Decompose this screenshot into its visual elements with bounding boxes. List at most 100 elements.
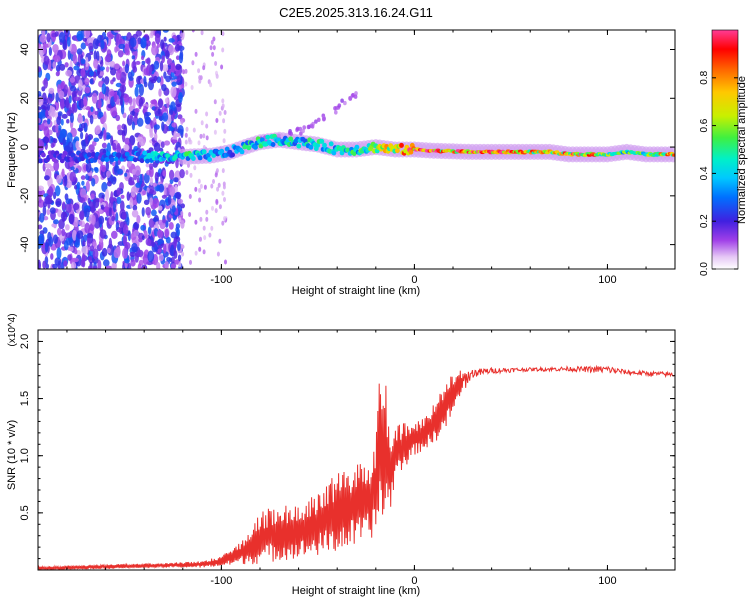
spectrogram-noise-blob <box>163 71 167 79</box>
spectrogram-haze-blob <box>211 51 215 57</box>
spectrogram-noise-blob <box>168 38 175 43</box>
spectrogram-noise-blob <box>175 157 179 169</box>
spectrogram-ridge-point <box>331 150 337 156</box>
spectrogram-noise-blob <box>135 83 142 88</box>
spectrogram-haze-blob <box>223 216 226 222</box>
spectrogram-branch-blob <box>353 94 358 99</box>
spectrogram-ridge-point <box>319 138 325 144</box>
spectrogram-noise-blob <box>105 66 110 73</box>
spectrogram-noise-blob <box>128 76 134 81</box>
spectrogram-noise-blob <box>143 76 147 85</box>
spectrogram-noise-blob <box>136 117 144 127</box>
spectrogram-haze-blob <box>220 64 224 70</box>
spectrogram-noise-blob <box>80 122 86 129</box>
spectrogram-noise-blob <box>124 43 130 56</box>
spectrogram-noise-blob <box>111 230 118 239</box>
spectrogram-haze-blob <box>211 205 214 211</box>
snr-y-multiplier: (x10^4) <box>7 313 18 346</box>
spectrogram-noise-blob <box>78 79 83 91</box>
colorbar-gradient <box>712 30 738 269</box>
spectrogram-noise-blob <box>157 248 162 253</box>
spectrogram-noise-blob <box>38 233 44 246</box>
spectrogram-haze-blob <box>194 250 198 256</box>
spectrogram-noise-blob <box>65 236 73 246</box>
spectrogram-noise-blob <box>52 44 59 53</box>
spectrogram-frame <box>37 29 676 270</box>
spectrogram-noise-blob <box>98 215 105 225</box>
spectrogram-noise-blob <box>153 124 160 130</box>
spectrogram-noise-blob <box>133 221 140 230</box>
spectrogram-noise-blob <box>132 97 136 110</box>
spectrogram-haze-blob <box>203 184 207 190</box>
spectrogram-haze-blob <box>224 259 227 265</box>
spectrogram-noise-blob <box>51 223 57 228</box>
spectrogram-noise-blob <box>136 192 142 204</box>
spectrogram-haze-blob <box>178 262 182 268</box>
spectrogram-noise-blob <box>118 43 126 50</box>
spectrogram-noise-blob <box>123 144 130 152</box>
spectrogram-noise-blob <box>99 71 105 77</box>
snr-panel: -100 0 100 0.5 1.0 1.5 2.0 Height of straight… <box>6 313 676 597</box>
spectrogram-noise-blob <box>38 195 42 204</box>
spectrogram-noise-blob <box>89 245 95 252</box>
spectrogram-noise-blob <box>139 173 143 185</box>
spectrogram-noise-blob <box>156 43 161 48</box>
spectrogram-noise-blob <box>169 178 174 185</box>
spectrogram-noise-blob <box>38 224 43 230</box>
spectrogram-haze-blob <box>215 168 219 174</box>
spectrogram-haze-blob <box>184 132 188 138</box>
snr-y-axis-label: SNR (10 * v/v) <box>6 420 18 490</box>
spectrogram-noise-blob <box>119 221 125 229</box>
y-tick-label: 1.0 <box>19 448 31 463</box>
snr-x-axis-label: Height of straight line (km) <box>292 585 420 597</box>
spectrogram-noise-blob <box>65 69 73 77</box>
spectrogram-ridge-point <box>308 144 314 150</box>
spectrogram-haze-blob <box>221 168 225 174</box>
spectrogram-ridge-point <box>395 148 400 154</box>
spectrogram-haze-blob <box>222 184 226 190</box>
spectrogram-noise-blob <box>71 103 76 112</box>
spectrogram-noise-blob <box>66 132 73 144</box>
spectrogram-noise-blob <box>156 76 162 83</box>
spectrogram-noise-blob <box>44 175 50 181</box>
spectrogram-noise-blob <box>89 78 94 85</box>
y-tick-label: 0 <box>19 144 31 150</box>
spectrogram-noise-blob <box>149 197 154 206</box>
spectrogram-noise-blob <box>171 139 178 144</box>
spectrogram-haze-blob <box>221 220 225 226</box>
spectrogram-noise-blob <box>133 229 140 237</box>
spectrogram-noise-blob <box>92 248 99 260</box>
spectrogram-haze-blob <box>214 208 218 214</box>
spectrogram-haze-blob <box>187 137 191 143</box>
spectrogram-haze-blob <box>221 190 225 196</box>
spectrogram-noise-blob <box>109 90 115 97</box>
spectrogram-noise-blob <box>64 30 69 36</box>
spectrogram-noise-blob <box>38 66 42 73</box>
spectrogram-noise-blob <box>153 75 158 82</box>
spectrogram-noise-blob <box>90 205 96 214</box>
spectrogram-noise-blob <box>53 138 58 144</box>
spectrogram-noise-blob <box>52 61 56 69</box>
spectrogram-noise-blob <box>157 229 163 239</box>
spectrogram-haze-blob <box>194 186 198 192</box>
spectrogram-noise-blob <box>162 30 169 33</box>
spectrogram-noise-blob <box>162 170 167 177</box>
spectrogram-haze-blob <box>209 45 213 51</box>
spectrogram-noise-blob <box>104 76 110 85</box>
spectrogram-noise-blob <box>122 247 128 259</box>
spectrogram-noise-blob <box>124 172 128 177</box>
spectrogram-noise-blob <box>48 87 55 94</box>
spectrogram-noise-blob <box>160 141 165 149</box>
spectrogram-noise-blob <box>120 200 125 212</box>
spectrogram-ridge-point <box>351 151 357 156</box>
spectrogram-noise-blob <box>69 77 76 83</box>
spectrogram-noise-blob <box>121 86 125 98</box>
spectrogram-noise-blob <box>54 31 59 37</box>
spectrogram-noise-blob <box>168 44 175 56</box>
spectrogram-noise-blob <box>160 39 165 50</box>
spectrogram-noise-blob <box>145 163 150 168</box>
spectrogram-branch-blob <box>348 96 352 101</box>
spectrogram-haze-blob <box>213 99 217 105</box>
spectrogram-haze-blob <box>215 118 219 123</box>
spectrogram-noise-blob <box>106 170 111 177</box>
